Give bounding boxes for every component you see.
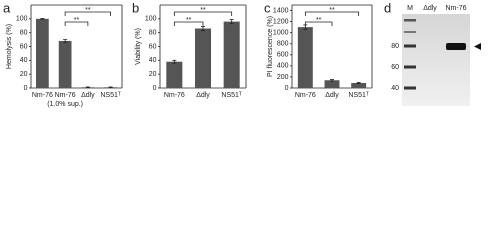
significance-bracket xyxy=(304,11,360,16)
y-tick-label: 0 xyxy=(285,85,289,92)
significance-label: ** xyxy=(329,7,335,14)
panel-label: b xyxy=(132,0,139,15)
marker-band xyxy=(404,86,416,90)
lane-label: M xyxy=(407,5,413,12)
bar xyxy=(36,18,49,88)
significance-label: ** xyxy=(200,7,206,14)
panel-label: d xyxy=(384,0,391,15)
error-bar xyxy=(229,19,234,25)
y-tick-label: 60 xyxy=(20,43,28,50)
x-tick-label: Δdly xyxy=(325,92,339,99)
significance-label: ** xyxy=(316,17,322,24)
error-bar xyxy=(85,86,90,89)
error-bar xyxy=(40,18,45,20)
bar xyxy=(351,83,367,88)
lane-label: Δdly xyxy=(423,5,437,12)
marker-band xyxy=(404,44,416,48)
error-bar xyxy=(356,82,361,84)
y-tick-label: 100 xyxy=(145,16,157,23)
bar xyxy=(297,27,313,89)
bar xyxy=(194,28,212,88)
gel xyxy=(402,14,470,106)
bar xyxy=(223,21,240,89)
panel-label: a xyxy=(3,0,11,15)
error-bar xyxy=(108,86,113,89)
bar xyxy=(166,61,183,88)
bar xyxy=(324,80,340,88)
y-tick-label: 40 xyxy=(149,57,157,64)
y-axis-label: Hemolysis (%) xyxy=(6,24,13,69)
significance-label: ** xyxy=(85,7,91,14)
marker-band xyxy=(404,31,416,33)
y-tick-label: 600 xyxy=(277,52,289,59)
x-tick-label: NS51ᵀ xyxy=(100,92,121,99)
y-tick-label: 80 xyxy=(20,30,28,37)
significance-bracket xyxy=(64,11,112,16)
arrowhead xyxy=(474,43,481,50)
marker-band xyxy=(404,65,416,69)
x-tick-label: Nm-76 (1.0% sup.) xyxy=(47,92,83,108)
x-tick-label: Nm-76 xyxy=(32,92,53,99)
error-bar xyxy=(63,39,68,43)
y-tick-label: 60 xyxy=(149,43,157,50)
marker-label: 80 xyxy=(391,43,399,50)
significance-bracket xyxy=(304,21,333,26)
y-tick-label: 0 xyxy=(153,85,157,92)
y-tick-label: 800 xyxy=(277,41,289,48)
bar xyxy=(58,40,72,88)
y-axis-label: PI fluorescence (%) xyxy=(267,16,274,77)
y-tick-label: 1400 xyxy=(273,7,289,14)
error-bar xyxy=(330,79,334,82)
significance-bracket xyxy=(173,21,204,26)
y-tick-label: 20 xyxy=(149,71,157,78)
y-tick-label: 1000 xyxy=(273,30,289,37)
x-tick-label: Nm-76 xyxy=(295,92,316,99)
significance-label: ** xyxy=(74,17,80,24)
marker-band xyxy=(404,19,416,22)
marker-label: 40 xyxy=(391,85,399,92)
x-tick-label: NS51ᵀ xyxy=(348,92,369,99)
y-tick-label: 1200 xyxy=(273,18,289,25)
y-tick-label: 80 xyxy=(149,30,157,37)
y-tick-label: 100 xyxy=(16,16,28,23)
protein-band xyxy=(446,43,466,50)
y-tick-label: 40 xyxy=(20,57,28,64)
significance-bracket xyxy=(64,21,89,26)
x-tick-label: Δdly xyxy=(81,92,95,99)
panel-label: c xyxy=(264,0,271,15)
significance-bracket xyxy=(173,11,233,16)
y-tick-label: 200 xyxy=(277,74,289,81)
x-tick-label: Nm-76 xyxy=(164,92,185,99)
lane-label: Nm-76 xyxy=(445,5,466,12)
x-tick-label: Δdly xyxy=(196,92,210,99)
y-tick-label: 20 xyxy=(20,71,28,78)
error-bar xyxy=(201,26,205,31)
x-tick-label: NS51ᵀ xyxy=(221,92,242,99)
y-tick-label: 400 xyxy=(277,63,289,70)
y-tick-label: 0 xyxy=(24,85,28,92)
error-bar xyxy=(172,59,177,64)
significance-label: ** xyxy=(186,17,192,24)
marker-label: 60 xyxy=(391,64,399,71)
y-axis-label: Viability (%) xyxy=(135,28,142,65)
